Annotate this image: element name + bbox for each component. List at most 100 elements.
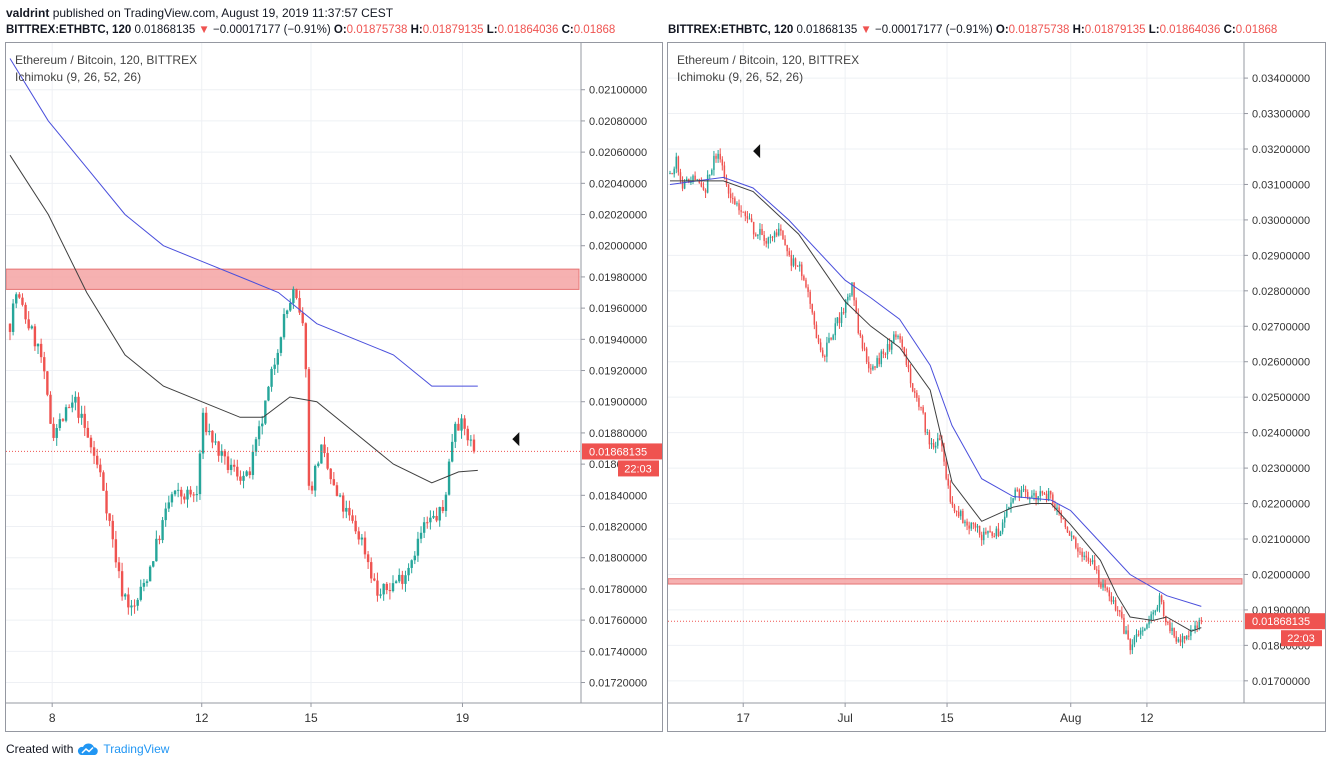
candle-body: [679, 172, 682, 181]
chart-svg-left[interactable]: 0.01720000 0.01740000 0.01760000 0.01780000…: [5, 43, 662, 731]
candle-body: [394, 581, 398, 584]
candle-body: [127, 594, 130, 608]
countdown-badge-label: 22:03: [624, 463, 652, 475]
low-label: L:: [486, 24, 498, 36]
candle-body: [407, 567, 410, 576]
candle-body: [884, 354, 887, 356]
change-arrow-down-icon: ▼: [860, 24, 872, 36]
high-label: H:: [1072, 24, 1085, 36]
candle-body: [180, 489, 183, 497]
candle-body: [675, 156, 678, 169]
candle-body: [469, 439, 473, 441]
candle-body: [861, 336, 864, 349]
candle-body: [909, 368, 912, 384]
price-tick-label: 0.02000000: [1252, 569, 1310, 581]
price-tick-label: 0.01780000: [589, 584, 647, 596]
footer: Created with TradingView: [6, 742, 169, 756]
candle-body: [905, 354, 908, 365]
candle-body: [821, 350, 824, 357]
candle-body: [1100, 583, 1102, 588]
candle-body: [1150, 614, 1152, 621]
candle-body: [201, 412, 205, 454]
candle-body: [242, 475, 245, 481]
candle-body: [857, 313, 860, 334]
candle-body: [1116, 610, 1119, 612]
candle-body: [1024, 489, 1027, 492]
tradingview-brand[interactable]: TradingView: [103, 742, 170, 756]
price-tick-label: 0.03300000: [1252, 109, 1310, 121]
candle-body: [1098, 570, 1100, 584]
legend-indicator[interactable]: Ichimoku (9, 26, 52, 26): [677, 70, 804, 84]
candle-body: [851, 282, 853, 296]
candle-body: [1192, 629, 1194, 631]
candle-body: [351, 515, 354, 521]
candle-body: [89, 437, 93, 448]
candle-body: [987, 530, 989, 534]
candle-body: [1146, 624, 1148, 629]
candle-body: [715, 155, 717, 159]
candle-body: [1075, 538, 1077, 548]
candle-body: [983, 531, 985, 541]
candle-body: [1183, 636, 1186, 640]
chart-legend-right: Ethereum / Bitcoin, 120, BITTREX Ichimok…: [677, 52, 859, 86]
candle-body: [24, 304, 27, 320]
time-tick-label: Jul: [837, 711, 852, 725]
price-tick-label: 0.02600000: [1252, 357, 1310, 369]
candle-body: [58, 419, 62, 429]
candle-body: [1196, 625, 1198, 628]
candle-body: [972, 523, 975, 525]
candle-body: [466, 428, 469, 441]
candle-body: [1056, 507, 1058, 510]
candle-body: [117, 562, 121, 572]
price-tick-label: 0.01760000: [589, 615, 647, 627]
candle-body: [167, 502, 171, 509]
price-tick-label: 0.02060000: [589, 147, 647, 159]
candle-body: [911, 383, 914, 392]
candle-body: [1096, 569, 1098, 571]
legend-title: Ethereum / Bitcoin, 120, BITTREX: [15, 53, 198, 67]
author-name[interactable]: valdrint: [6, 6, 50, 20]
candle-body: [1079, 551, 1081, 553]
legend-indicator[interactable]: Ichimoku (9, 26, 52, 26): [15, 70, 142, 84]
candle-body: [1091, 560, 1094, 562]
high-label: H:: [410, 24, 423, 36]
candle-body: [893, 334, 895, 343]
candle-body: [847, 296, 849, 301]
candle-body: [1181, 636, 1184, 643]
candle-body: [83, 413, 86, 428]
chart-svg-right[interactable]: 0.017000000.018000000.019000000.02000000…: [667, 43, 1325, 731]
candle-body: [920, 406, 922, 408]
candle-body: [298, 298, 301, 313]
chart-panel-right[interactable]: 0.01700000 0.01800000 0.01900000 0.02000000…: [667, 42, 1326, 732]
candle-body: [472, 439, 476, 452]
candle-body: [1006, 509, 1008, 517]
price-tick-label: 0.01800000: [589, 553, 647, 565]
chart-panel-left[interactable]: 0.01720000 0.01740000 0.01760000 0.01780000…: [5, 42, 663, 732]
candle-body: [1131, 644, 1134, 651]
open-label: O:: [995, 24, 1009, 36]
candle-body: [732, 198, 734, 200]
ticker-change: −0.00017177 (−0.91%): [875, 24, 993, 36]
candle-body: [21, 297, 24, 305]
candle-body: [33, 326, 37, 347]
candle-body: [991, 532, 993, 536]
candle-body: [880, 351, 883, 365]
candle-body: [95, 455, 99, 465]
price-tick-label: 0.02080000: [589, 116, 647, 128]
candle-body: [15, 294, 18, 304]
low-value: 0.01864036: [497, 24, 559, 36]
change-arrow-down-icon: ▼: [198, 24, 210, 36]
candle-body: [819, 342, 822, 351]
candle-body: [673, 168, 675, 175]
candle-body: [254, 439, 258, 452]
candle-body: [694, 175, 696, 181]
candle-body: [99, 464, 102, 473]
candle-body: [1112, 600, 1115, 602]
ticker-symbol: BITTREX:ETHBTC, 120: [668, 24, 794, 36]
candle-body: [832, 335, 834, 340]
candle-body: [441, 506, 445, 511]
candle-body: [872, 366, 874, 370]
candle-body: [142, 582, 146, 587]
candle-body: [830, 337, 832, 340]
candle-body: [790, 255, 793, 266]
